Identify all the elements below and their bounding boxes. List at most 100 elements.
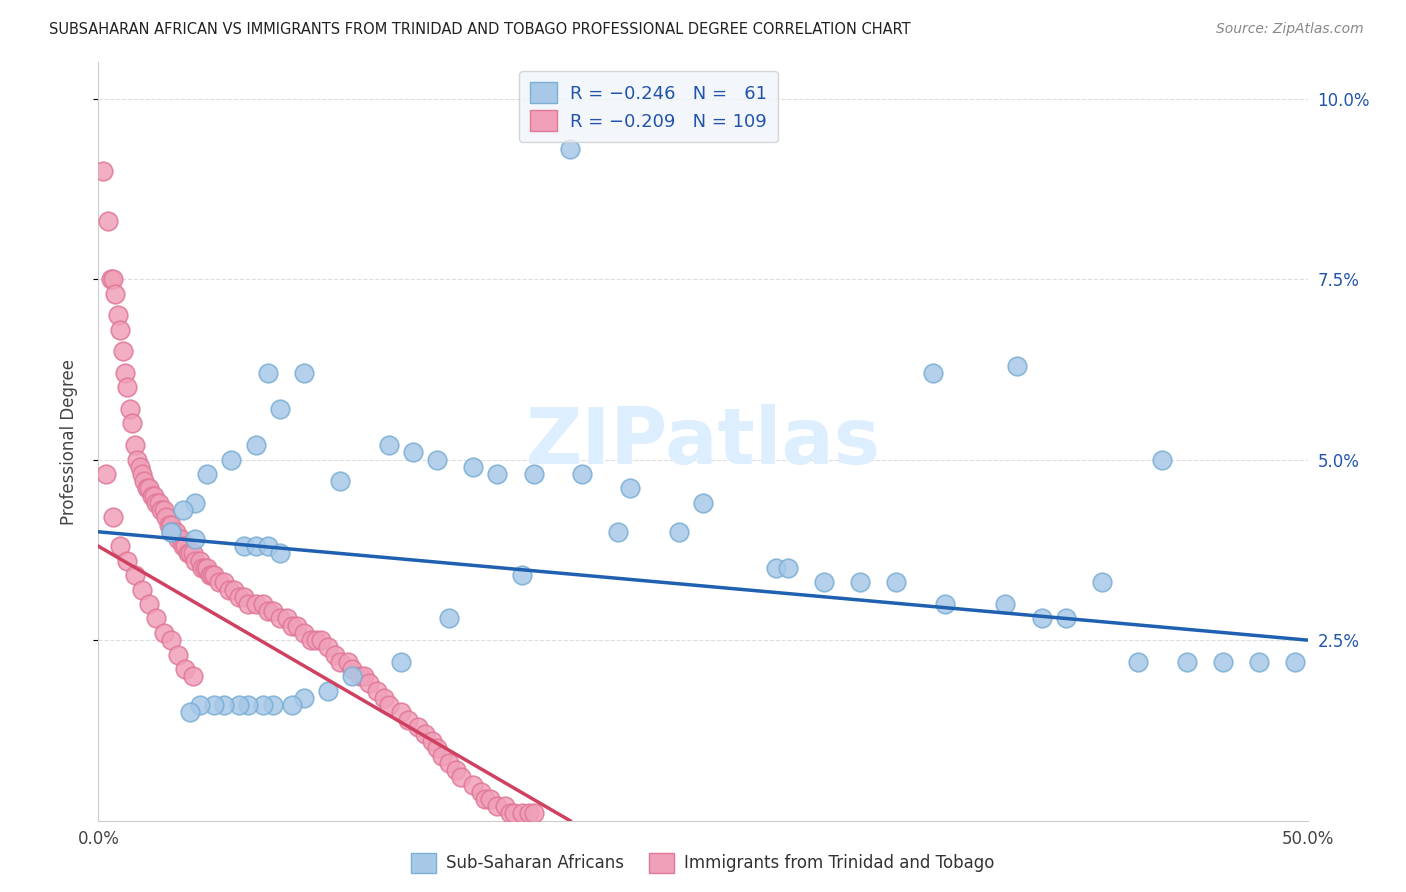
- Point: [470, 785, 492, 799]
- Point: [145, 496, 167, 510]
- Point: [1091, 575, 1114, 590]
- Point: [228, 698, 250, 712]
- Point: [281, 698, 304, 712]
- Point: [195, 561, 218, 575]
- Point: [558, 142, 581, 156]
- Point: [498, 806, 520, 821]
- Point: [179, 546, 201, 560]
- Point: [329, 655, 352, 669]
- Point: [316, 640, 339, 655]
- Point: [204, 568, 226, 582]
- Point: [523, 467, 546, 481]
- Point: [212, 698, 235, 712]
- Point: [474, 792, 496, 806]
- Point: [389, 655, 412, 669]
- Point: [201, 568, 224, 582]
- Point: [232, 539, 254, 553]
- Point: [292, 626, 315, 640]
- Point: [486, 467, 509, 481]
- Point: [299, 633, 322, 648]
- Point: [127, 452, 149, 467]
- Point: [108, 323, 131, 337]
- Point: [1249, 655, 1271, 669]
- Point: [169, 532, 191, 546]
- Point: [188, 698, 211, 712]
- Legend: R = −0.246   N =   61, R = −0.209   N = 109: R = −0.246 N = 61, R = −0.209 N = 109: [519, 71, 778, 142]
- Point: [262, 604, 284, 618]
- Point: [94, 467, 117, 481]
- Point: [245, 597, 267, 611]
- Point: [107, 308, 129, 322]
- Point: [377, 698, 399, 712]
- Point: [256, 539, 278, 553]
- Point: [776, 561, 799, 575]
- Point: [1128, 655, 1150, 669]
- Point: [396, 713, 419, 727]
- Point: [155, 510, 177, 524]
- Point: [238, 597, 260, 611]
- Point: [232, 590, 254, 604]
- Point: [148, 496, 170, 510]
- Text: Source: ZipAtlas.com: Source: ZipAtlas.com: [1216, 22, 1364, 37]
- Point: [413, 727, 436, 741]
- Legend: Sub-Saharan Africans, Immigrants from Trinidad and Tobago: Sub-Saharan Africans, Immigrants from Tr…: [405, 847, 1001, 880]
- Point: [97, 214, 120, 228]
- Point: [437, 611, 460, 625]
- Point: [238, 698, 260, 712]
- Point: [994, 597, 1017, 611]
- Point: [198, 568, 221, 582]
- Point: [228, 590, 250, 604]
- Point: [342, 669, 364, 683]
- Point: [157, 517, 180, 532]
- Point: [292, 690, 315, 705]
- Point: [194, 561, 217, 575]
- Point: [256, 366, 278, 380]
- Point: [463, 778, 485, 792]
- Point: [849, 575, 872, 590]
- Point: [269, 546, 291, 560]
- Point: [160, 517, 183, 532]
- Point: [143, 489, 166, 503]
- Point: [494, 799, 516, 814]
- Point: [463, 459, 485, 474]
- Point: [212, 575, 235, 590]
- Point: [437, 756, 460, 770]
- Point: [138, 482, 160, 496]
- Point: [406, 720, 429, 734]
- Point: [179, 706, 201, 720]
- Point: [184, 554, 207, 568]
- Point: [276, 611, 298, 625]
- Point: [181, 546, 204, 560]
- Point: [1284, 655, 1306, 669]
- Point: [377, 438, 399, 452]
- Point: [145, 611, 167, 625]
- Point: [91, 163, 114, 178]
- Point: [353, 669, 375, 683]
- Point: [191, 561, 214, 575]
- Point: [167, 648, 190, 662]
- Point: [607, 524, 630, 539]
- Point: [222, 582, 245, 597]
- Point: [921, 366, 943, 380]
- Point: [218, 582, 240, 597]
- Point: [204, 698, 226, 712]
- Point: [245, 438, 267, 452]
- Point: [100, 272, 122, 286]
- Point: [118, 402, 141, 417]
- Point: [117, 380, 139, 394]
- Point: [262, 698, 284, 712]
- Point: [184, 496, 207, 510]
- Point: [101, 510, 124, 524]
- Point: [269, 611, 291, 625]
- Point: [325, 648, 347, 662]
- Point: [167, 532, 190, 546]
- Point: [1007, 359, 1029, 373]
- Point: [450, 770, 472, 784]
- Point: [1212, 655, 1234, 669]
- Point: [174, 539, 197, 553]
- Point: [160, 524, 183, 539]
- Point: [269, 402, 291, 417]
- Point: [195, 467, 218, 481]
- Point: [150, 503, 173, 517]
- Point: [886, 575, 908, 590]
